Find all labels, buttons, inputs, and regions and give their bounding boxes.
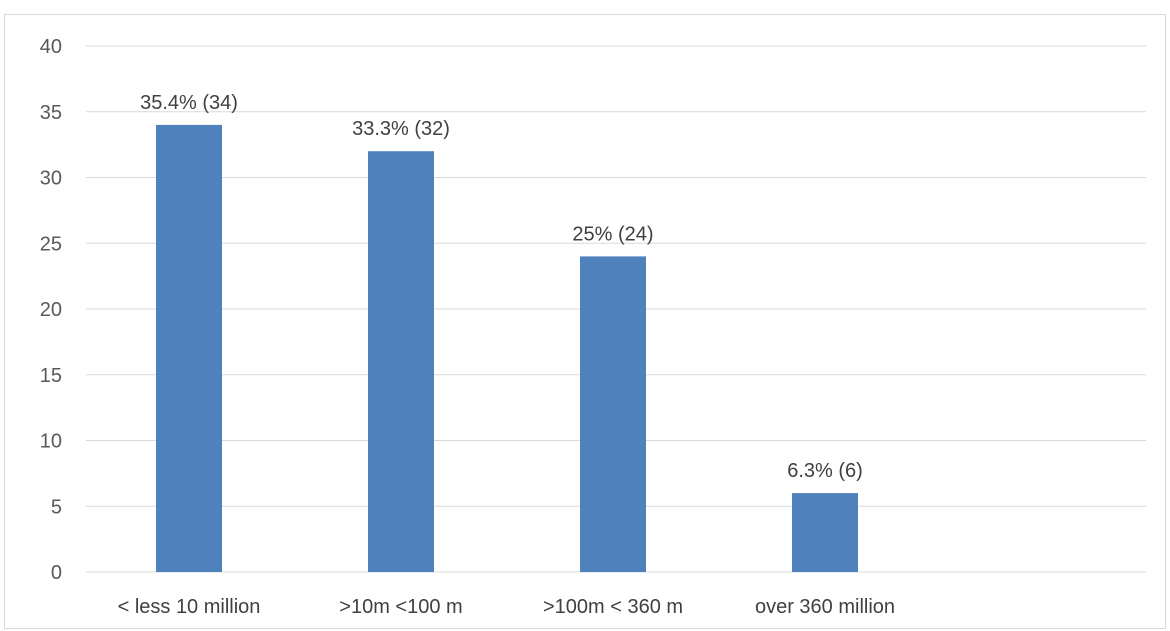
y-tick-label: 30 (40, 168, 62, 190)
x-category-label: over 360 million (755, 596, 895, 618)
bar (156, 124, 222, 573)
y-tick-label: 40 (40, 36, 62, 58)
y-tick-label: 10 (40, 431, 62, 453)
y-axis-ticks: 0 5 10 15 20 25 30 35 40 (40, 36, 62, 584)
bar-data-label: 6.3% (6) (787, 460, 863, 482)
y-tick-label: 20 (40, 299, 62, 321)
data-labels: 35.4% (34) 33.3% (32) 25% (24) 6.3% (6) (140, 92, 863, 482)
y-tick-label: 35 (40, 102, 62, 124)
x-category-label: >10m <100 m (339, 596, 462, 618)
bar (580, 256, 646, 572)
y-tick-label: 5 (51, 496, 62, 518)
bar (368, 151, 434, 572)
y-tick-label: 15 (40, 365, 62, 387)
bar-data-label: 35.4% (34) (140, 92, 238, 114)
gridlines (86, 45, 1146, 573)
y-tick-label: 25 (40, 233, 62, 255)
y-tick-label: 0 (51, 562, 62, 584)
bar-data-label: 25% (24) (572, 223, 653, 245)
bar-data-label: 33.3% (32) (352, 118, 450, 140)
x-category-label: >100m < 360 m (543, 596, 683, 618)
x-axis-categories: < less 10 million >10m <100 m >100m < 360 … (118, 596, 895, 618)
x-category-label: < less 10 million (118, 596, 261, 618)
bars (156, 124, 858, 573)
bar (792, 493, 858, 572)
